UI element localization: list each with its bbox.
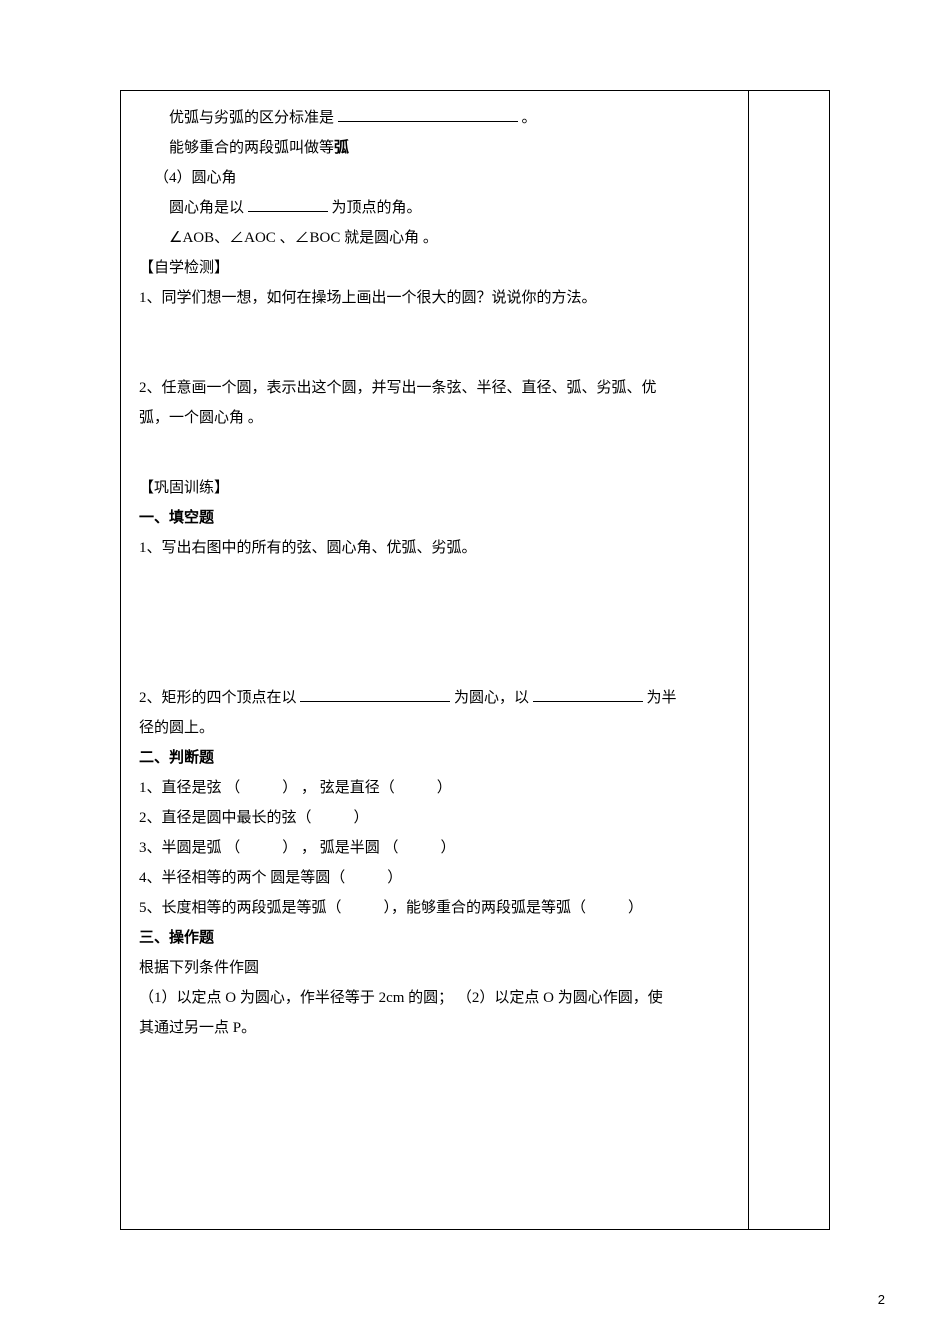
- text: ） ， 弧是半圆 （: [282, 840, 398, 856]
- operation-q-line1: （1）以定点 O 为圆心，作半径等于 2cm 的圆； （2）以定点 O 为圆心作…: [139, 983, 730, 1013]
- answer-space: [139, 313, 730, 373]
- bold-arc: 弧: [334, 140, 349, 156]
- arc-distinction-line: 优弧与劣弧的区分标准是 。: [139, 103, 730, 133]
- text: 2、直径是圆中最长的弦（: [139, 810, 312, 826]
- text: ）: [354, 810, 369, 826]
- operation-q-line2: 其通过另一点 P。: [139, 1013, 730, 1043]
- text: 能够重合的两段弧叫做等: [169, 140, 334, 156]
- judge-q4: 4、半径相等的两个 圆是等圆（ ）: [139, 863, 730, 893]
- self-check-heading: 【自学检测】: [139, 253, 730, 283]
- text: 2、矩形的四个顶点在以: [139, 690, 297, 706]
- text: ），能够重合的两段弧是等弧（: [384, 900, 587, 916]
- fill-blank[interactable]: [300, 687, 450, 702]
- fill-q2-line1: 2、矩形的四个顶点在以 为圆心，以 为半: [139, 683, 730, 713]
- operation-intro: 根据下列条件作圆: [139, 953, 730, 983]
- judge-heading: 二、判断题: [139, 743, 730, 773]
- text: 为顶点的角。: [332, 200, 422, 216]
- selfcheck-q2-line1: 2、任意画一个圆，表示出这个圆，并写出一条弦、半径、直径、弧、劣弧、优: [139, 373, 730, 403]
- page-frame: 优弧与劣弧的区分标准是 。 能够重合的两段弧叫做等弧 （4）圆心角 圆心角是以 …: [120, 90, 830, 1230]
- equal-arc-def: 能够重合的两段弧叫做等弧: [139, 133, 730, 163]
- text: 。: [522, 110, 537, 126]
- fill-q1: 1、写出右图中的所有的弦、圆心角、优弧、劣弧。: [139, 533, 730, 563]
- text: 优弧与劣弧的区分标准是: [169, 110, 334, 126]
- angle-examples: ∠AOB、∠AOC 、∠BOC 就是圆心角 。: [139, 223, 730, 253]
- text: 1、直径是弦 （: [139, 780, 240, 796]
- central-angle-def: 圆心角是以 为顶点的角。: [139, 193, 730, 223]
- judge-q3: 3、半圆是弧 （ ） ， 弧是半圆 （ ）: [139, 833, 730, 863]
- fill-blank-heading: 一、填空题: [139, 503, 730, 533]
- main-content-column: 优弧与劣弧的区分标准是 。 能够重合的两段弧叫做等弧 （4）圆心角 圆心角是以 …: [121, 91, 749, 1229]
- text: ）: [628, 900, 643, 916]
- selfcheck-q1: 1、同学们想一想，如何在操场上画出一个很大的圆？说说你的方法。: [139, 283, 730, 313]
- text: 4、半径相等的两个 圆是等圆（: [139, 870, 345, 886]
- text: ）: [437, 780, 452, 796]
- fill-blank[interactable]: [338, 107, 518, 122]
- text: ）: [387, 870, 402, 886]
- text: 圆心角是以: [169, 200, 244, 216]
- judge-q2: 2、直径是圆中最长的弦（ ）: [139, 803, 730, 833]
- answer-space: [139, 563, 730, 683]
- text: 为半: [647, 690, 677, 706]
- operation-heading: 三、操作题: [139, 923, 730, 953]
- selfcheck-q2-line2: 弧，一个圆心角 。: [139, 403, 730, 433]
- fill-blank[interactable]: [533, 687, 643, 702]
- text: 5、长度相等的两段弧是等弧（: [139, 900, 342, 916]
- judge-q1: 1、直径是弦 （ ） ， 弦是直径（ ）: [139, 773, 730, 803]
- page-number: 2: [878, 1292, 885, 1307]
- fill-blank[interactable]: [248, 197, 328, 212]
- practice-heading: 【巩固训练】: [139, 473, 730, 503]
- text: 为圆心，以: [454, 690, 529, 706]
- side-notes-column: [749, 91, 829, 1229]
- judge-q5: 5、长度相等的两段弧是等弧（ ），能够重合的两段弧是等弧（ ）: [139, 893, 730, 923]
- section-4-heading: （4）圆心角: [139, 163, 730, 193]
- text: 3、半圆是弧 （: [139, 840, 240, 856]
- answer-space: [139, 433, 730, 473]
- fill-q2-line2: 径的圆上。: [139, 713, 730, 743]
- text: ）: [441, 840, 456, 856]
- text: ） ， 弦是直径（: [282, 780, 395, 796]
